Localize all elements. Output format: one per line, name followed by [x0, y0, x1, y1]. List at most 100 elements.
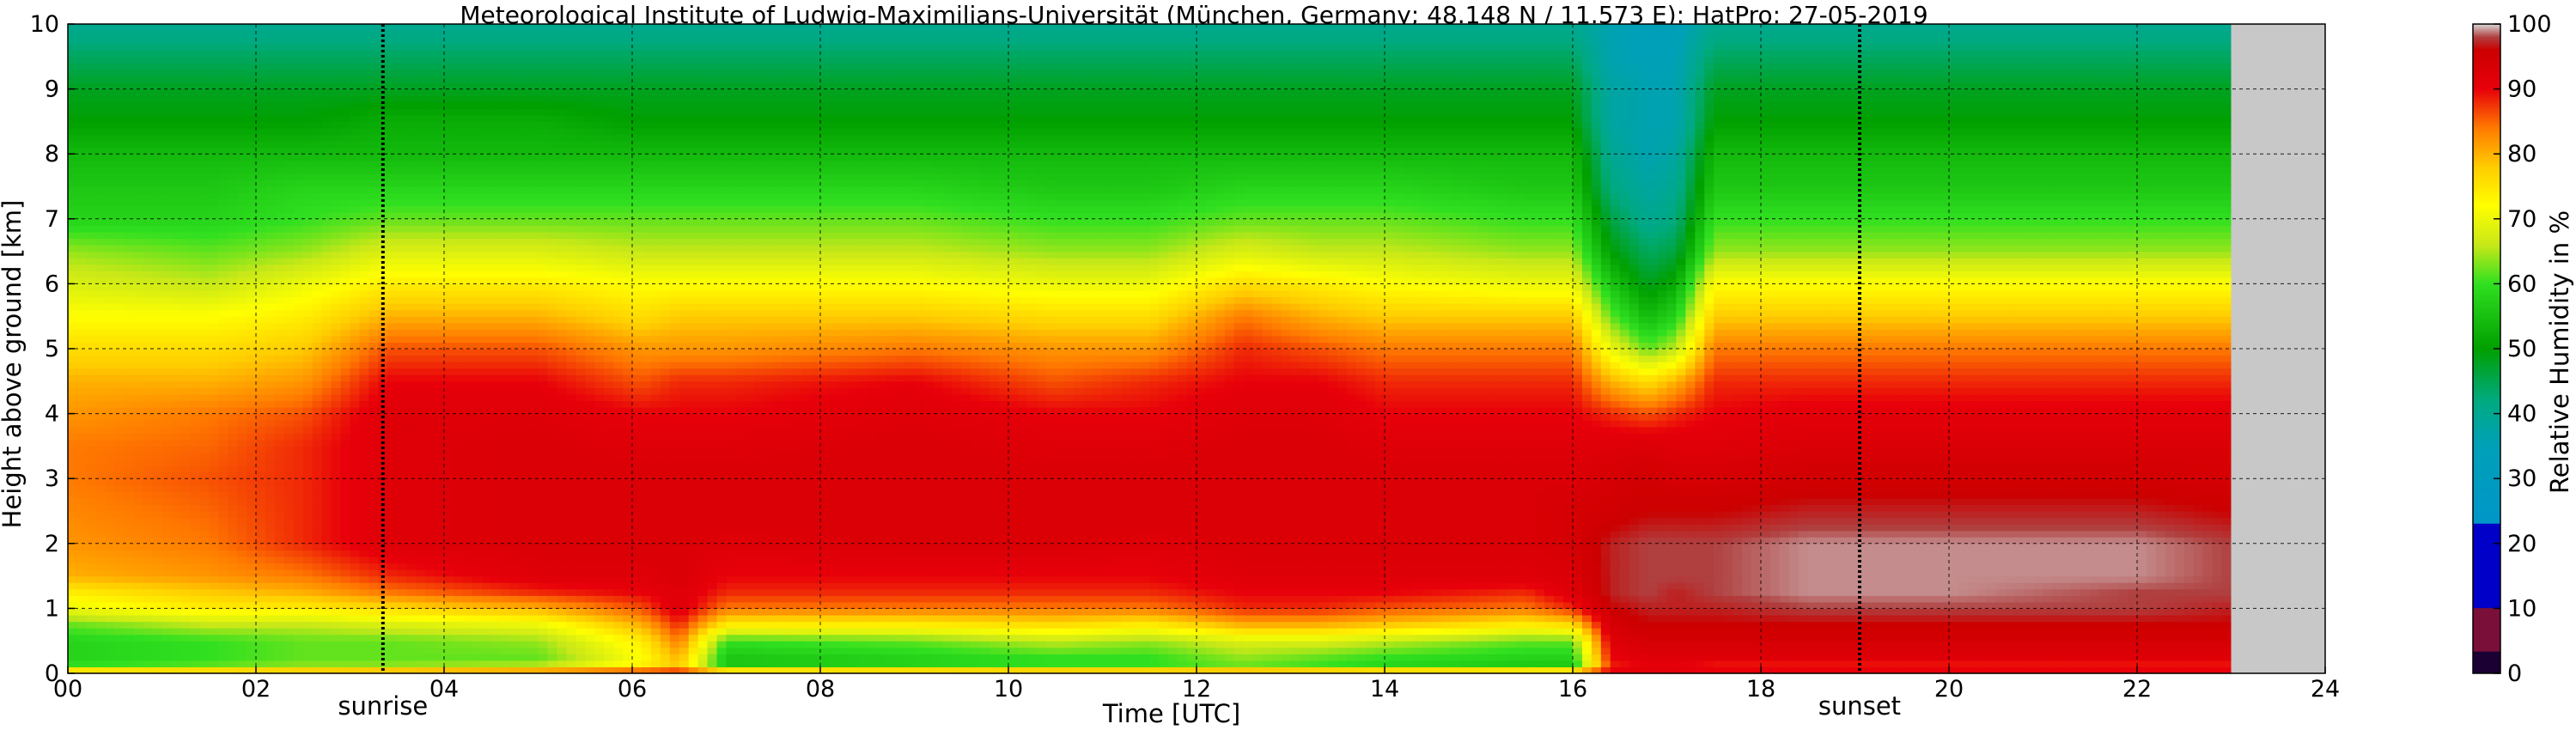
heatmap-cell — [472, 622, 483, 629]
heatmap-cell — [284, 238, 295, 245]
heatmap-cell — [237, 524, 247, 531]
heatmap-cell — [77, 323, 88, 330]
heatmap-cell — [106, 362, 116, 368]
heatmap-cell — [125, 167, 135, 173]
heatmap-cell — [501, 277, 511, 284]
heatmap-cell — [501, 225, 511, 232]
heatmap-cell — [510, 518, 521, 525]
heatmap-cell — [444, 453, 454, 459]
heatmap-cell — [332, 518, 342, 525]
heatmap-cell — [87, 277, 97, 284]
heatmap-cell — [350, 303, 361, 310]
heatmap-cell — [387, 329, 398, 336]
heatmap-cell — [303, 407, 314, 414]
heatmap-cell — [199, 50, 210, 57]
heatmap-cell — [425, 316, 435, 323]
heatmap-cell — [303, 615, 314, 622]
heatmap-cell — [463, 303, 473, 310]
heatmap-cell — [228, 615, 238, 622]
heatmap-cell — [350, 329, 361, 336]
heatmap-cell — [322, 258, 332, 265]
heatmap-cell — [134, 63, 144, 70]
heatmap-cell — [501, 31, 511, 38]
heatmap-cell — [134, 310, 144, 317]
heatmap-cell — [397, 199, 407, 206]
heatmap-cell — [143, 478, 154, 485]
heatmap-cell — [256, 167, 266, 173]
heatmap-cell — [96, 219, 107, 226]
heatmap-cell — [368, 121, 379, 128]
heatmap-cell — [350, 414, 361, 421]
heatmap-cell — [472, 141, 483, 148]
heatmap-cell — [134, 290, 144, 297]
heatmap-cell — [435, 485, 445, 492]
heatmap-cell — [425, 374, 435, 381]
heatmap-cell — [510, 63, 521, 70]
heatmap-cell — [313, 660, 323, 667]
heatmap-cell — [106, 595, 116, 602]
heatmap-cell — [425, 265, 435, 271]
heatmap-cell — [77, 271, 88, 277]
heatmap-cell — [303, 225, 314, 232]
heatmap-cell — [125, 290, 135, 297]
heatmap-cell — [454, 167, 464, 173]
heatmap-cell — [454, 135, 464, 142]
heatmap-cell — [218, 641, 228, 648]
heatmap-cell — [209, 433, 219, 440]
heatmap-cell — [275, 478, 285, 485]
heatmap-cell — [406, 531, 417, 538]
heatmap-cell — [368, 498, 379, 505]
heatmap-cell — [171, 615, 181, 622]
heatmap-cell — [143, 303, 154, 310]
heatmap-cell — [256, 212, 266, 219]
heatmap-cell — [237, 569, 247, 576]
heatmap-cell — [463, 199, 473, 206]
heatmap-cell — [247, 245, 257, 252]
heatmap-cell — [275, 179, 285, 186]
heatmap-cell — [425, 186, 435, 193]
heatmap-cell — [472, 511, 483, 518]
heatmap-cell — [171, 362, 181, 368]
heatmap-cell — [350, 154, 361, 161]
heatmap-cell — [237, 602, 247, 609]
heatmap-cell — [303, 50, 314, 57]
heatmap-cell — [237, 654, 247, 660]
heatmap-cell — [106, 290, 116, 297]
heatmap-cell — [463, 179, 473, 186]
heatmap-cell — [482, 212, 492, 219]
heatmap-cell — [171, 368, 181, 375]
heatmap-cell — [87, 297, 97, 304]
heatmap-cell — [247, 582, 257, 589]
heatmap-cell — [115, 537, 125, 544]
heatmap-cell — [501, 485, 511, 492]
heatmap-cell — [153, 518, 163, 525]
heatmap-cell — [209, 374, 219, 381]
heatmap-cell — [387, 297, 398, 304]
heatmap-cell — [237, 635, 247, 642]
heatmap-cell — [77, 362, 88, 368]
heatmap-cell — [303, 660, 314, 667]
heatmap-cell — [180, 433, 191, 440]
heatmap-cell — [171, 446, 181, 453]
heatmap-cell — [68, 582, 78, 589]
heatmap-cell — [228, 381, 238, 388]
heatmap-cell — [180, 57, 191, 64]
heatmap-cell — [341, 310, 351, 317]
heatmap-cell — [68, 654, 78, 660]
heatmap-cell — [256, 531, 266, 538]
heatmap-cell — [322, 550, 332, 557]
heatmap-cell — [209, 63, 219, 70]
heatmap-cell — [134, 102, 144, 109]
heatmap-cell — [125, 121, 135, 128]
heatmap-cell — [134, 271, 144, 277]
heatmap-cell — [247, 356, 257, 362]
heatmap-cell — [87, 290, 97, 297]
heatmap-cell — [294, 400, 304, 407]
heatmap-cell — [96, 485, 107, 492]
heatmap-cell — [115, 472, 125, 479]
heatmap-cell — [406, 186, 417, 193]
heatmap-cell — [463, 63, 473, 70]
heatmap-cell — [284, 511, 295, 518]
heatmap-cell — [303, 504, 314, 511]
heatmap-cell — [332, 485, 342, 492]
